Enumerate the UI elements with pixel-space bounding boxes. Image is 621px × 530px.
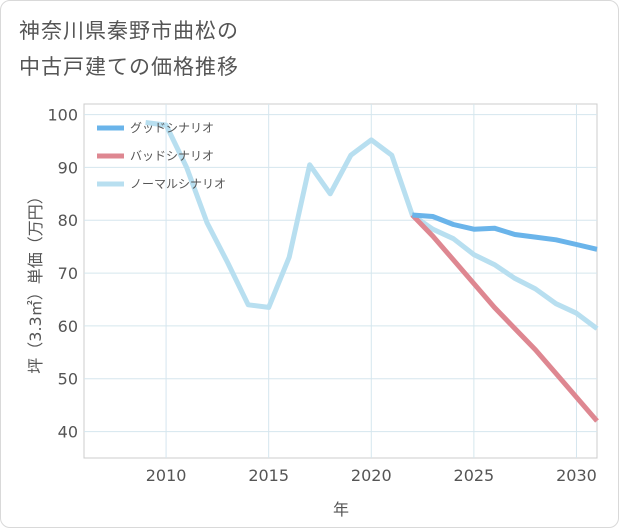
x-tick-label: 2020 bbox=[351, 466, 392, 485]
tick-labels: 40 50 60 70 80 90 100 2010 2015 2020 2025 2030 bbox=[47, 106, 596, 485]
series-line-1 bbox=[410, 213, 599, 423]
x-axis-title: 年 bbox=[333, 500, 349, 519]
legend-label: バッドシナリオ bbox=[130, 149, 214, 163]
series-lines bbox=[145, 120, 599, 423]
y-tick-label: 100 bbox=[47, 106, 78, 125]
legend-label: グッドシナリオ bbox=[130, 121, 214, 135]
y-axis-title: 坪（3.3㎡）単価（万円） bbox=[26, 188, 45, 373]
chart-title-line-2: 中古戸建ての価格推移 bbox=[19, 55, 239, 79]
y-tick-label: 80 bbox=[58, 211, 78, 230]
x-tick-label: 2030 bbox=[556, 466, 597, 485]
plot-area bbox=[83, 103, 598, 459]
x-tick-label: 2010 bbox=[146, 466, 187, 485]
chart-title-line-1: 神奈川県秦野市曲松の bbox=[19, 19, 239, 43]
y-tick-label: 90 bbox=[58, 158, 78, 177]
legend-label: ノーマルシナリオ bbox=[130, 177, 226, 191]
y-tick-label: 50 bbox=[58, 370, 78, 389]
series-line-2 bbox=[145, 120, 599, 331]
series-line-0 bbox=[412, 212, 598, 252]
y-tick-label: 70 bbox=[58, 264, 78, 283]
chart-title: 神奈川県秦野市曲松の 中古戸建ての価格推移 bbox=[19, 13, 239, 85]
y-tick-label: 40 bbox=[58, 423, 78, 442]
y-tick-label: 60 bbox=[58, 317, 78, 336]
x-tick-label: 2015 bbox=[248, 466, 289, 485]
x-tick-label: 2025 bbox=[454, 466, 495, 485]
grid bbox=[84, 104, 597, 458]
